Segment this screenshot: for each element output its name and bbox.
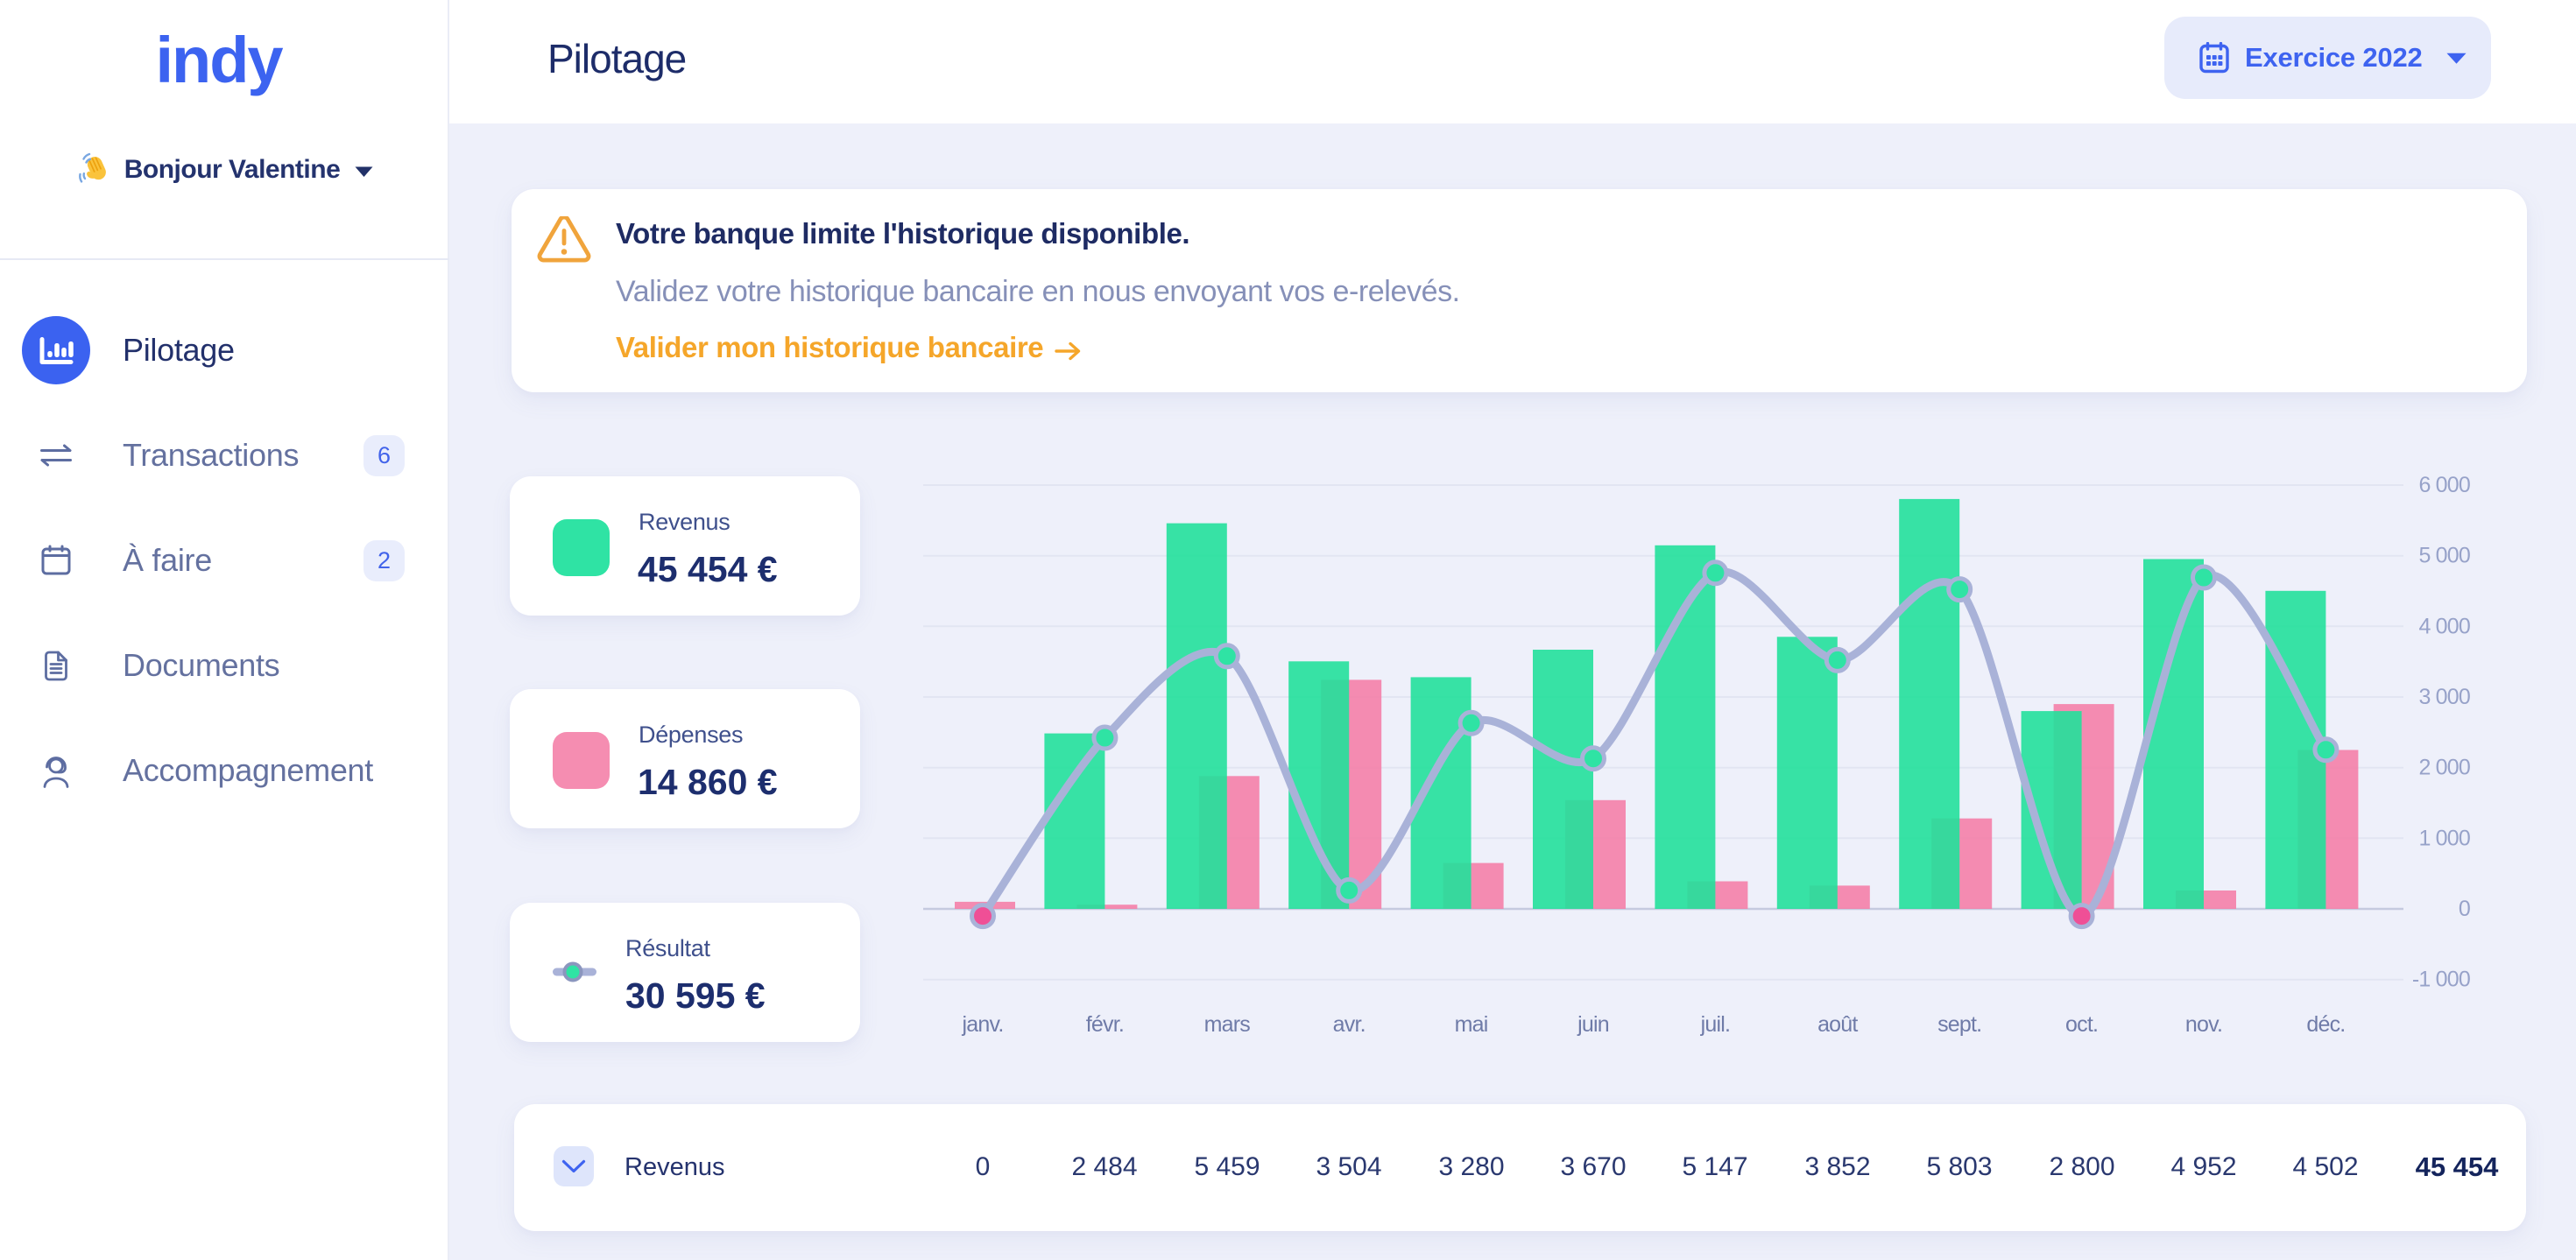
- svg-text:sept.: sept.: [1937, 1012, 1981, 1037]
- svg-text:févr.: févr.: [1086, 1012, 1124, 1037]
- svg-text:avr.: avr.: [1333, 1012, 1366, 1037]
- svg-text:5 000: 5 000: [2418, 544, 2470, 568]
- svg-text:2 000: 2 000: [2418, 756, 2470, 780]
- svg-text:juin: juin: [1577, 1012, 1609, 1037]
- svg-text:mars: mars: [1204, 1012, 1251, 1037]
- svg-text:janv.: janv.: [962, 1012, 1004, 1037]
- svg-text:-1 000: -1 000: [2412, 968, 2470, 992]
- svg-text:nov.: nov.: [2185, 1012, 2222, 1037]
- svg-text:août: août: [1817, 1012, 1858, 1037]
- svg-text:mai: mai: [1455, 1012, 1488, 1037]
- svg-text:juil.: juil.: [1700, 1012, 1731, 1037]
- svg-text:3 000: 3 000: [2418, 685, 2470, 709]
- svg-text:4 000: 4 000: [2418, 614, 2470, 638]
- svg-text:déc.: déc.: [2306, 1012, 2345, 1037]
- svg-text:6 000: 6 000: [2418, 473, 2470, 497]
- svg-text:oct.: oct.: [2065, 1012, 2098, 1037]
- svg-text:0: 0: [2459, 897, 2470, 921]
- svg-text:1 000: 1 000: [2418, 826, 2470, 850]
